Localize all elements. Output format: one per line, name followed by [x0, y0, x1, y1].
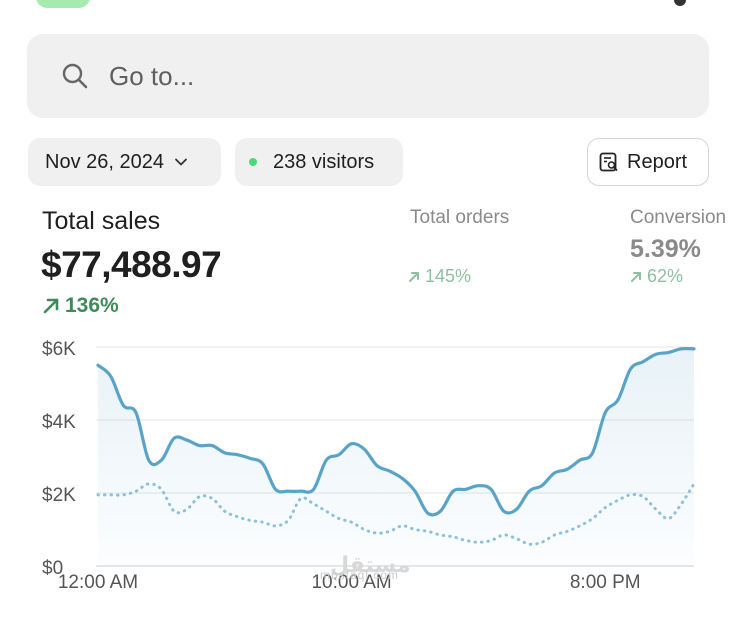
search-icon	[62, 63, 88, 89]
trend-up-icon	[631, 271, 641, 282]
watermark: mostaql.com	[320, 568, 400, 582]
live-status-dot	[249, 158, 257, 166]
x-tick-label: 8:00 PM	[570, 572, 641, 593]
date-label: Nov 26, 2024	[45, 150, 164, 173]
visitors-chip[interactable]: 238 visitors	[235, 138, 403, 186]
trend-up-icon	[43, 298, 59, 314]
search-bar[interactable]	[27, 34, 709, 118]
total-sales-change-value: 136%	[65, 294, 119, 317]
conversion-label: Conversion	[630, 207, 727, 228]
report-icon	[599, 152, 618, 172]
y-tick-label: $2K	[42, 485, 76, 506]
total-sales-label: Total sales	[42, 207, 161, 235]
x-tick-label: 10:00 AM	[311, 572, 391, 593]
trend-up-icon	[409, 271, 419, 282]
total-sales-value: $77,488.97	[41, 244, 222, 285]
total-orders-change-value: 145%	[425, 266, 472, 286]
conversion-change: 62%	[630, 266, 683, 287]
chevron-down-icon	[175, 158, 187, 166]
conversion-change-value: 62%	[647, 266, 684, 286]
y-tick-label: $4K	[42, 412, 76, 433]
sales-line-chart: $0 $2K $4K $6K 12:00 AM 10:00 AM 8:00 PM	[42, 339, 696, 593]
current-series-line	[96, 346, 696, 517]
total-sales-change: 136%	[42, 294, 119, 318]
total-orders-label: Total orders	[410, 207, 510, 228]
top-menu-icon[interactable]	[674, 0, 686, 6]
visitors-label: 238 visitors	[273, 150, 375, 173]
total-orders-change: 145%	[408, 266, 471, 287]
x-tick-label: 12:00 AM	[58, 572, 138, 593]
y-tick-label: $6K	[42, 339, 76, 360]
watermark-arabic: مستقل	[330, 552, 411, 577]
conversion-value: 5.39%	[630, 235, 701, 263]
report-button[interactable]: Report	[587, 138, 709, 186]
current-series-area	[98, 348, 694, 566]
y-tick-label: $0	[42, 558, 63, 579]
top-status-pill	[36, 0, 90, 8]
report-label: Report	[627, 150, 688, 173]
search-input[interactable]	[109, 60, 629, 92]
date-picker[interactable]: Nov 26, 2024	[28, 138, 221, 186]
